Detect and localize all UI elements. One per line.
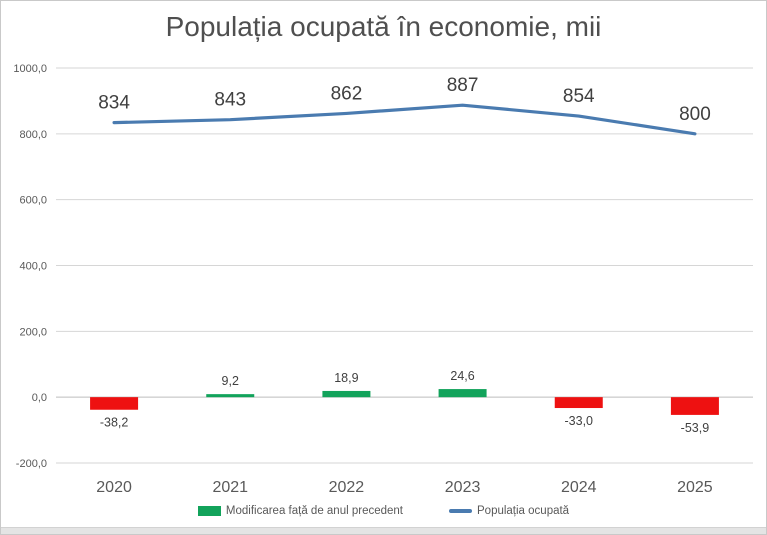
bar-value-label: -38,2 <box>100 416 129 430</box>
y-axis-tick-label: 800,0 <box>19 129 47 141</box>
legend-line-swatch-icon <box>449 509 472 513</box>
legend-bar-label: Modificarea față de anul precedent <box>225 505 403 517</box>
legend-item-line-series: Populația ocupată <box>449 505 569 517</box>
bar-2021 <box>206 394 255 398</box>
combo-chart-plot-area: 1000,0 800,0 600,0 400,0 200,0 0,0 -200,0 -38,2… <box>13 63 753 496</box>
y-axis-tick-label: 600,0 <box>19 195 47 207</box>
bar-value-label: 24,6 <box>450 369 474 383</box>
legend-line-label: Populația ocupată <box>477 505 570 517</box>
line-value-label: 843 <box>214 90 246 111</box>
line-value-label: 862 <box>331 83 363 104</box>
line-value-label: 854 <box>563 86 595 107</box>
y-axis-tick-label: -200,0 <box>16 458 47 470</box>
legend-bar-swatch-icon <box>197 506 221 516</box>
y-axis-tick-label: 1000,0 <box>13 63 47 75</box>
bar-value-label: -53,9 <box>681 421 710 435</box>
line-series <box>112 103 697 136</box>
bar-value-label: 18,9 <box>334 371 358 385</box>
y-axis-tick-label: 400,0 <box>19 261 47 273</box>
x-axis-label-2021: 2021 <box>212 479 248 496</box>
line-value-label: 800 <box>679 104 711 125</box>
line-value-label: 834 <box>98 93 130 114</box>
window-bottom-strip <box>1 527 766 534</box>
bar-value-label: 9,2 <box>222 374 239 388</box>
bar-2020 <box>90 397 139 410</box>
bar-2024 <box>554 397 603 409</box>
line-value-label: 887 <box>447 75 479 96</box>
x-axis-label-2024: 2024 <box>561 479 597 496</box>
chart-title: Populația ocupată în economie, mii <box>165 11 602 42</box>
legend: Modificarea față de anul precedent Popul… <box>1 505 766 517</box>
x-axis-label-2025: 2025 <box>677 479 713 496</box>
x-axis-label-2020: 2020 <box>96 479 132 496</box>
bar-2023 <box>438 389 487 398</box>
x-axis-label-2023: 2023 <box>445 479 481 496</box>
bar-value-label: -33,0 <box>565 414 594 428</box>
x-axis-label-2022: 2022 <box>329 479 365 496</box>
y-axis-tick-label: 0,0 <box>32 392 47 404</box>
legend-item-bar-series: Modificarea față de anul precedent <box>197 505 403 517</box>
bar-2025 <box>670 397 719 415</box>
y-axis-tick-label: 200,0 <box>19 326 47 338</box>
bar-2022 <box>322 390 371 398</box>
